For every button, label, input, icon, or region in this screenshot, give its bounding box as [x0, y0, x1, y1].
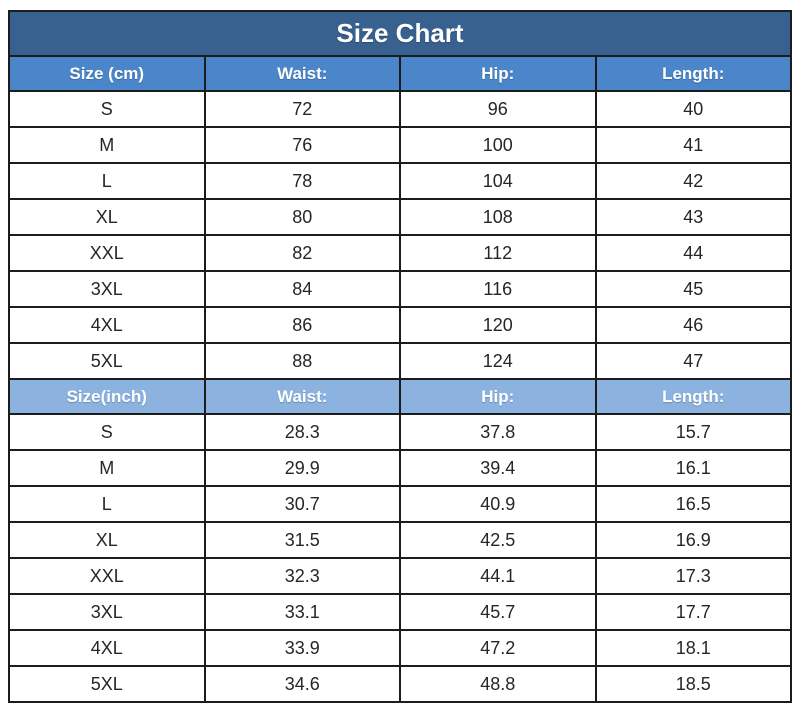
measurement-cell: 46: [594, 306, 792, 344]
page-title: Size Chart: [8, 10, 792, 57]
size-label-cell: 4XL: [8, 629, 206, 667]
size-label-cell: L: [8, 162, 206, 200]
size-label-cell: XXL: [8, 234, 206, 272]
size-label-cell: M: [8, 126, 206, 164]
table-row: S 28.3 37.8 15.7: [8, 413, 792, 451]
measurement-cell: 44: [594, 234, 792, 272]
size-label-cell: 3XL: [8, 593, 206, 631]
measurement-cell: 16.5: [594, 485, 792, 523]
table-row: 5XL 88 124 47: [8, 342, 792, 380]
measurement-cell: 34.6: [203, 665, 401, 703]
title-row: Size Chart: [8, 10, 792, 57]
cm-header-row: Size (cm) Waist: Hip: Length:: [8, 55, 792, 92]
measurement-cell: 45: [594, 270, 792, 308]
inch-rows: S 28.3 37.8 15.7 M 29.9 39.4 16.1 L 30.7 40.9 16.5 X…: [8, 413, 792, 703]
measurement-cell: 80: [203, 198, 401, 236]
size-label-cell: S: [8, 413, 206, 451]
size-label-cell: 4XL: [8, 306, 206, 344]
size-label-cell: S: [8, 90, 206, 128]
table-row: 4XL 33.9 47.2 18.1: [8, 629, 792, 667]
column-header-length-inch: Length:: [594, 378, 792, 415]
measurement-cell: 33.9: [203, 629, 401, 667]
measurement-cell: 76: [203, 126, 401, 164]
measurement-cell: 47.2: [399, 629, 597, 667]
measurement-cell: 124: [399, 342, 597, 380]
measurement-cell: 72: [203, 90, 401, 128]
table-row: XL 80 108 43: [8, 198, 792, 236]
size-label-cell: 5XL: [8, 342, 206, 380]
measurement-cell: 42.5: [399, 521, 597, 559]
measurement-cell: 86: [203, 306, 401, 344]
table-row: XXL 32.3 44.1 17.3: [8, 557, 792, 595]
measurement-cell: 30.7: [203, 485, 401, 523]
measurement-cell: 82: [203, 234, 401, 272]
column-header-waist-cm: Waist:: [203, 55, 401, 92]
measurement-cell: 39.4: [399, 449, 597, 487]
table-row: XXL 82 112 44: [8, 234, 792, 272]
measurement-cell: 32.3: [203, 557, 401, 595]
measurement-cell: 15.7: [594, 413, 792, 451]
measurement-cell: 31.5: [203, 521, 401, 559]
measurement-cell: 47: [594, 342, 792, 380]
measurement-cell: 40.9: [399, 485, 597, 523]
measurement-cell: 108: [399, 198, 597, 236]
measurement-cell: 48.8: [399, 665, 597, 703]
measurement-cell: 43: [594, 198, 792, 236]
table-row: 4XL 86 120 46: [8, 306, 792, 344]
column-header-waist-inch: Waist:: [203, 378, 401, 415]
table-row: L 78 104 42: [8, 162, 792, 200]
column-header-size-cm: Size (cm): [8, 55, 206, 92]
size-label-cell: 5XL: [8, 665, 206, 703]
measurement-cell: 42: [594, 162, 792, 200]
table-row: 5XL 34.6 48.8 18.5: [8, 665, 792, 703]
table-row: 3XL 33.1 45.7 17.7: [8, 593, 792, 631]
column-header-size-inch: Size(inch): [8, 378, 206, 415]
measurement-cell: 41: [594, 126, 792, 164]
table-row: M 76 100 41: [8, 126, 792, 164]
cm-rows: S 72 96 40 M 76 100 41 L 78 104 42 XL 80 108 43 XXL 82 112…: [8, 90, 792, 380]
measurement-cell: 18.1: [594, 629, 792, 667]
measurement-cell: 100: [399, 126, 597, 164]
measurement-cell: 112: [399, 234, 597, 272]
measurement-cell: 16.9: [594, 521, 792, 559]
measurement-cell: 44.1: [399, 557, 597, 595]
measurement-cell: 29.9: [203, 449, 401, 487]
measurement-cell: 120: [399, 306, 597, 344]
size-chart: Size Chart Size (cm) Waist: Hip: Length:…: [8, 10, 792, 703]
measurement-cell: 84: [203, 270, 401, 308]
measurement-cell: 17.7: [594, 593, 792, 631]
size-label-cell: XL: [8, 521, 206, 559]
size-label-cell: XXL: [8, 557, 206, 595]
table-row: L 30.7 40.9 16.5: [8, 485, 792, 523]
measurement-cell: 45.7: [399, 593, 597, 631]
size-label-cell: XL: [8, 198, 206, 236]
measurement-cell: 18.5: [594, 665, 792, 703]
measurement-cell: 116: [399, 270, 597, 308]
size-chart-table: Size Chart Size (cm) Waist: Hip: Length:…: [8, 10, 792, 703]
inch-header-row: Size(inch) Waist: Hip: Length:: [8, 378, 792, 415]
measurement-cell: 40: [594, 90, 792, 128]
measurement-cell: 78: [203, 162, 401, 200]
table-row: S 72 96 40: [8, 90, 792, 128]
measurement-cell: 33.1: [203, 593, 401, 631]
table-row: XL 31.5 42.5 16.9: [8, 521, 792, 559]
measurement-cell: 96: [399, 90, 597, 128]
column-header-hip-inch: Hip:: [399, 378, 597, 415]
column-header-hip-cm: Hip:: [399, 55, 597, 92]
size-label-cell: L: [8, 485, 206, 523]
column-header-length-cm: Length:: [594, 55, 792, 92]
size-label-cell: 3XL: [8, 270, 206, 308]
measurement-cell: 16.1: [594, 449, 792, 487]
table-row: 3XL 84 116 45: [8, 270, 792, 308]
measurement-cell: 17.3: [594, 557, 792, 595]
table-row: M 29.9 39.4 16.1: [8, 449, 792, 487]
size-label-cell: M: [8, 449, 206, 487]
measurement-cell: 104: [399, 162, 597, 200]
measurement-cell: 37.8: [399, 413, 597, 451]
measurement-cell: 28.3: [203, 413, 401, 451]
measurement-cell: 88: [203, 342, 401, 380]
